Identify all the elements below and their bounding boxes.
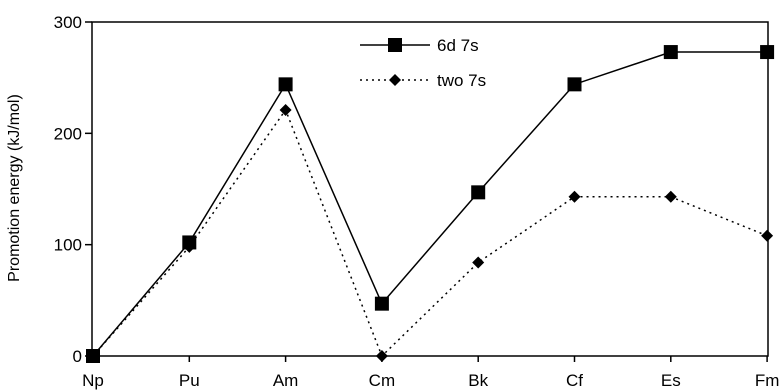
series-line [92,108,768,358]
x-tick-label: Am [273,371,299,390]
series-layer [86,45,775,363]
x-tick-label: Cm [369,371,395,390]
axes [91,21,769,357]
legend-label: 6d 7s [437,36,479,55]
x-tick-label: Fm [755,371,780,390]
data-point [278,77,293,92]
legend-marker [388,38,402,52]
data-point [663,45,678,60]
data-point [472,256,485,269]
legend: 6d 7s two 7s [360,36,486,90]
legend-marker [389,74,401,86]
data-point [568,190,581,203]
y-tick-label: 0 [73,347,82,366]
y-ticks: 0 100 200 300 [54,13,92,366]
y-axis-label: Promotion energy (kJ/mol) [6,94,23,282]
data-point [374,296,389,311]
data-point [471,185,486,200]
plot-frame [91,21,769,357]
data-point [182,235,197,250]
data-point [86,349,100,363]
data-point [567,77,582,92]
data-point [760,45,775,60]
x-tick-label: Pu [179,371,200,390]
x-tick-label: Np [82,371,104,390]
legend-item: 6d 7s [360,36,479,55]
data-point [664,190,677,203]
x-tick-label: Es [661,371,681,390]
series-line [92,51,768,357]
y-tick-label: 300 [54,13,82,32]
x-tick-label: Cf [566,371,583,390]
data-point [279,103,292,116]
legend-label: two 7s [437,71,486,90]
y-tick-label: 100 [54,236,82,255]
y-tick-label: 200 [54,124,82,143]
series-two-7s [87,103,774,362]
series-6d-7s [86,45,775,363]
data-point [375,350,388,362]
data-point [761,229,774,242]
x-ticks: Np Pu Am Cm Bk Cf Es Fm [82,356,779,390]
legend-item: two 7s [360,71,486,90]
x-tick-label: Bk [468,371,488,390]
